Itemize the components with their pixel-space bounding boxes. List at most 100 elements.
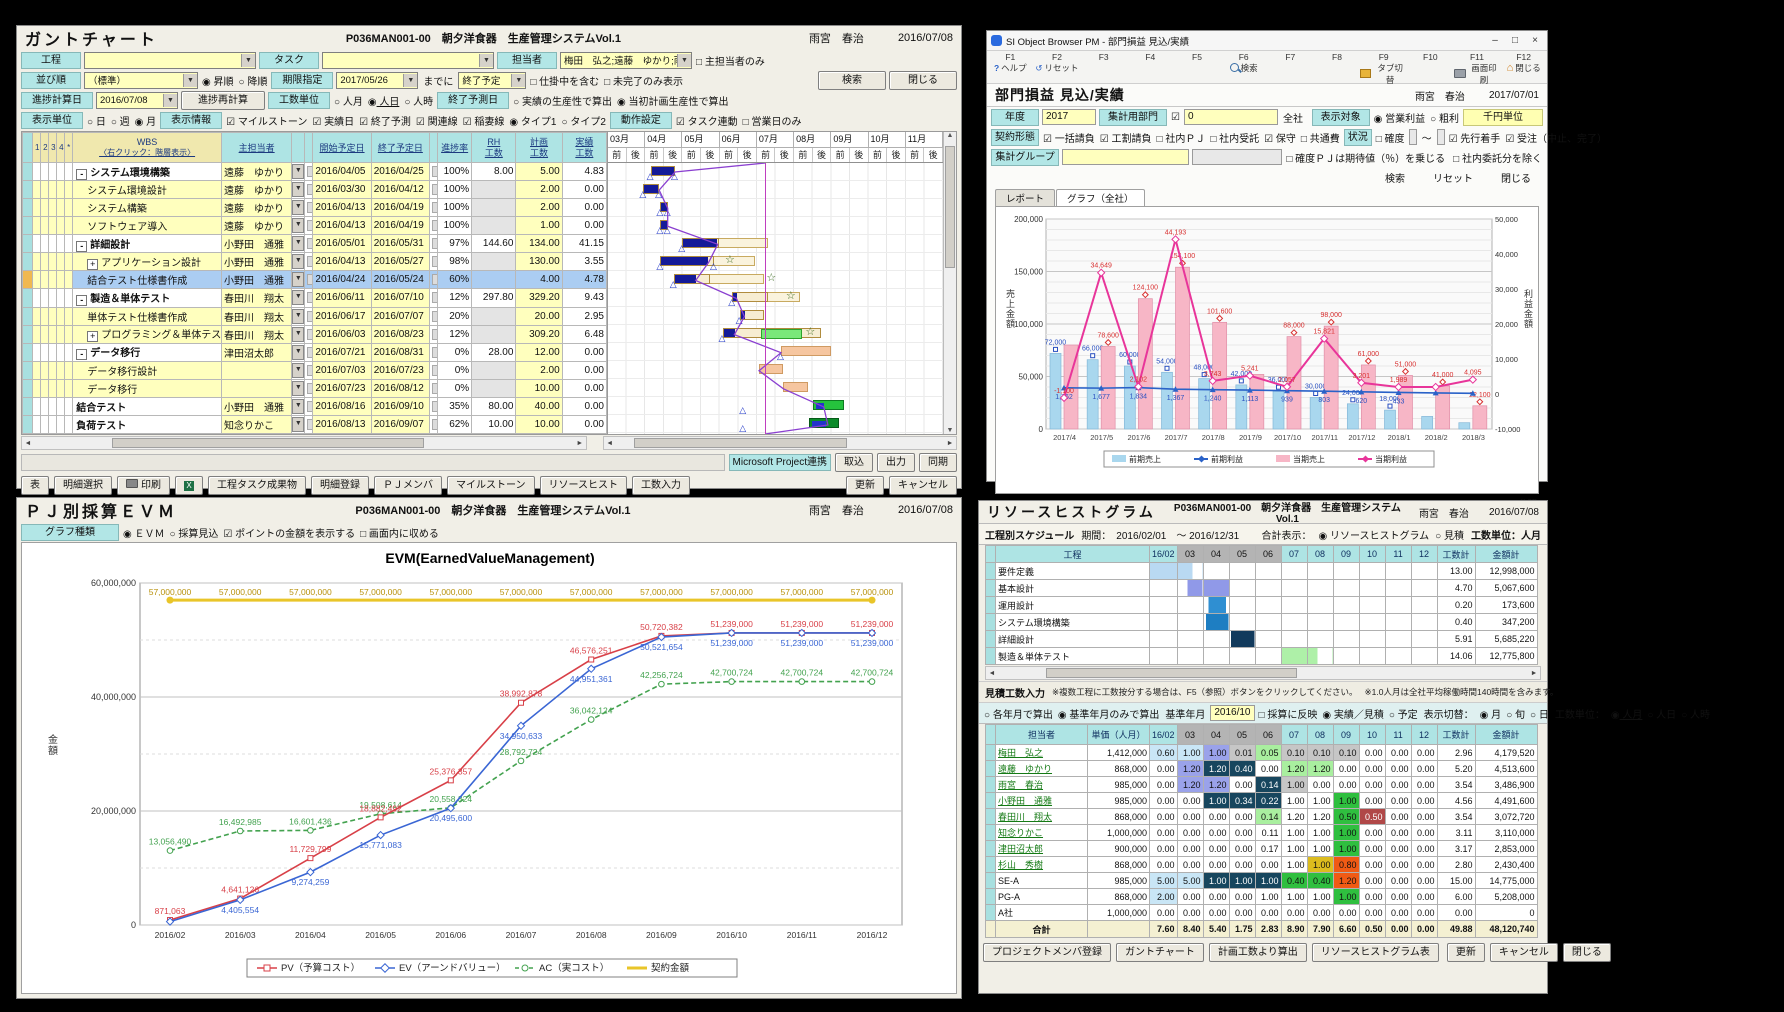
member-row[interactable]: 小野田 通雅 985,000 0.00 0.00 1.00 0.34 0.22 1.00 1.0… bbox=[985, 792, 1538, 809]
owner-dropdown[interactable]: ▼ bbox=[291, 198, 306, 218]
end-forecast-checkbox[interactable]: ☑ 終了予測 bbox=[359, 116, 411, 128]
process-combo[interactable]: ▼ bbox=[84, 51, 256, 69]
excel-icon-button[interactable]: X bbox=[175, 476, 203, 495]
effort-cell[interactable]: 0.00 bbox=[1202, 904, 1230, 921]
fiscal-year-input[interactable]: 2017 bbox=[1042, 109, 1096, 125]
agg-group-name-input[interactable] bbox=[1191, 149, 1283, 165]
effort-cell[interactable]: 0.00 bbox=[1306, 904, 1334, 921]
expected-value-checkbox[interactable]: □ 確度ＰＪは期待値（％）を乗じる bbox=[1286, 153, 1446, 165]
gantt-task-row[interactable]: 結合テスト仕様書作成 小野田 通雅 ▼ 2016/04/24 2016/05/24 60%… bbox=[21, 270, 608, 290]
effort-cell[interactable]: 0.00 bbox=[1384, 744, 1412, 761]
effort-cell[interactable]: 0.14 bbox=[1254, 808, 1282, 825]
effort-cell[interactable]: 0.00 bbox=[1149, 760, 1178, 777]
expand-icon[interactable]: + bbox=[87, 258, 99, 270]
task-link-checkbox[interactable]: ☑ タスク連動 bbox=[675, 116, 738, 128]
effort-cell[interactable]: 1.20 bbox=[1176, 760, 1204, 777]
effort-cell[interactable]: 1.00 bbox=[1332, 824, 1360, 841]
effort-cell[interactable]: 0.00 bbox=[1410, 856, 1438, 873]
effort-cell[interactable]: 1.00 bbox=[1176, 744, 1204, 761]
resource-プロジェクトメンバ登録-button[interactable]: プロジェクトメンバ登録 bbox=[983, 943, 1111, 962]
dept-code-input[interactable]: 0 bbox=[1183, 109, 1278, 125]
effort-cell[interactable]: 0.00 bbox=[1228, 776, 1256, 793]
task-bar[interactable] bbox=[759, 364, 784, 374]
member-row[interactable]: 春田川 翔太 868,000 0.00 0.00 0.00 0.00 0.14 1.20 1.2… bbox=[985, 808, 1538, 825]
effort-cell[interactable]: 1.00 bbox=[1280, 776, 1308, 793]
effort-cell[interactable]: 0.14 bbox=[1254, 776, 1282, 793]
effort-cell[interactable]: 5.00 bbox=[1176, 872, 1204, 889]
total-histogram-radio[interactable]: ◉ リソースヒストグラム bbox=[1318, 530, 1430, 542]
gantt-ＰＪメンバ-button[interactable]: ＰＪメンバ bbox=[374, 476, 442, 495]
effort-cell[interactable]: 0.00 bbox=[1176, 888, 1204, 905]
progress-calc-date-combo[interactable]: 2016/07/08 ▼ bbox=[96, 91, 178, 109]
gantt-task-row[interactable]: システム環境設計 遠藤 ゆかり ▼ 2016/03/30 2016/04/12 100% 2… bbox=[21, 180, 608, 200]
internal-trust-checkbox[interactable]: □ 社内受託 bbox=[1210, 133, 1260, 145]
effort-cell[interactable]: 1.00 bbox=[1202, 872, 1230, 889]
effort-cell[interactable]: 0.50 bbox=[1358, 808, 1386, 825]
gantt-task-row[interactable]: - 製造＆単体テスト 春田川 翔太 ▼ 2016/06/11 2016/07/10 12% 2… bbox=[21, 288, 608, 308]
close-button[interactable]: 閉じる bbox=[889, 70, 957, 90]
owner-dropdown[interactable]: ▼ bbox=[291, 378, 306, 398]
msproject-同期-button[interactable]: 同期 bbox=[919, 453, 957, 472]
gantt-task-row[interactable]: データ移行 ▼ 2016/07/23 2016/08/12 0% 10.00 0.00 bbox=[21, 378, 608, 398]
gross-profit-radio[interactable]: ○ 粗利 bbox=[1430, 113, 1459, 125]
resource-キャンセル-button[interactable]: キャンセル bbox=[1489, 943, 1558, 962]
gantt-task-row[interactable]: ソフトウェア導入 遠藤 ゆかり ▼ 2016/04/13 2016/04/19 100% 1… bbox=[21, 216, 608, 236]
tab-レポート[interactable]: レポート bbox=[995, 189, 1056, 206]
phase-row[interactable]: 詳細設計 5.91 5,685,220 bbox=[985, 630, 1538, 648]
prob-to-input[interactable] bbox=[1436, 129, 1445, 145]
close-window-button[interactable]: × bbox=[1532, 35, 1538, 46]
minimize-button[interactable]: – bbox=[1492, 35, 1498, 46]
effort-cell[interactable]: 1.00 bbox=[1280, 792, 1308, 809]
effort-cell[interactable]: 0.00 bbox=[1228, 904, 1256, 921]
gantt-キャンセル-button[interactable]: キャンセル bbox=[889, 476, 957, 495]
evm-radio[interactable]: ◉ ＥＶＭ bbox=[123, 528, 165, 540]
expand-icon[interactable]: - bbox=[76, 240, 88, 252]
effort-cell[interactable]: 0.00 bbox=[1384, 808, 1412, 825]
advance-start-checkbox[interactable]: ☑ 先行着手 bbox=[1448, 133, 1501, 145]
unit-person-month-radio[interactable]: ○ 人月 bbox=[334, 96, 363, 108]
phase-row[interactable]: 要件定義 13.00 12,998,000 bbox=[985, 562, 1538, 580]
disp-jun-radio[interactable]: ○ 旬 bbox=[1506, 709, 1526, 721]
fkey-f9[interactable]: F9 タブ切替 bbox=[1360, 51, 1407, 86]
effort-cell[interactable]: 0.00 bbox=[1228, 840, 1256, 857]
member-row[interactable]: 梅田 弘之 1,412,000 0.60 1.00 1.00 0.01 0.05 0.10 0.… bbox=[985, 744, 1538, 761]
disp-day-radio[interactable]: ○ 日 bbox=[1530, 709, 1549, 721]
effort-cell[interactable]: 0.00 bbox=[1410, 888, 1438, 905]
resource-ガントチャート-button[interactable]: ガントチャート bbox=[1116, 943, 1204, 962]
member-name[interactable]: 津田沼太郎 bbox=[995, 840, 1088, 857]
effort-cell[interactable]: 0.00 bbox=[1254, 856, 1282, 873]
h-scrollbar-chart[interactable]: ◄ ► bbox=[602, 436, 957, 450]
effort-cell[interactable]: 0.00 bbox=[1149, 904, 1178, 921]
maximize-button[interactable]: □ bbox=[1511, 35, 1519, 46]
v-scrollbar[interactable]: ▲ ▼ bbox=[943, 132, 956, 434]
effort-cell[interactable]: 1.20 bbox=[1176, 776, 1204, 793]
actual-date-checkbox[interactable]: ☑ 実績日 bbox=[312, 116, 355, 128]
effort-cell[interactable]: 1.00 bbox=[1306, 840, 1334, 857]
task-bar[interactable] bbox=[812, 400, 845, 410]
effort-cell[interactable]: 0.00 bbox=[1410, 760, 1438, 777]
owner-dropdown[interactable]: ▼ bbox=[291, 360, 306, 380]
effort-cell[interactable]: 0.01 bbox=[1228, 744, 1256, 761]
task-bar[interactable] bbox=[673, 274, 711, 284]
effort-cell[interactable]: 0.10 bbox=[1306, 744, 1334, 761]
owner-dropdown[interactable]: ▼ bbox=[291, 270, 306, 290]
effort-cell[interactable]: 0.00 bbox=[1410, 840, 1438, 857]
effort-cell[interactable]: 0.00 bbox=[1410, 808, 1438, 825]
member-name[interactable]: 杉山 秀樹 bbox=[995, 856, 1088, 873]
effort-cell[interactable]: 1.00 bbox=[1306, 792, 1334, 809]
common-cost-checkbox[interactable]: □ 共通費 bbox=[1300, 133, 1340, 145]
effort-cell[interactable]: 0.00 bbox=[1228, 808, 1256, 825]
dept-リセット-button[interactable]: リセット bbox=[1433, 173, 1473, 185]
msproject-取込-button[interactable]: 取込 bbox=[835, 453, 873, 472]
effort-cell[interactable]: 0.00 bbox=[1306, 776, 1334, 793]
member-row[interactable]: 雨宮 春治 985,000 0.00 1.20 1.20 0.00 0.14 1.00 0.00… bbox=[985, 776, 1538, 793]
effort-cell[interactable]: 0.00 bbox=[1358, 824, 1386, 841]
effort-cell[interactable]: 0.10 bbox=[1332, 744, 1360, 761]
gantt-task-row[interactable]: - データ移行 津田沼太郎 ▼ 2016/07/21 2016/08/31 0% 28.00 1… bbox=[21, 342, 608, 362]
task-combo[interactable]: ▼ bbox=[322, 51, 494, 69]
member-name[interactable]: 梅田 弘之 bbox=[995, 744, 1088, 761]
effort-cell[interactable]: 0.00 bbox=[1228, 888, 1256, 905]
owner-dropdown[interactable]: ▼ bbox=[291, 180, 306, 200]
effort-cell[interactable]: 0.00 bbox=[1149, 840, 1178, 857]
effort-cell[interactable]: 0.00 bbox=[1384, 888, 1412, 905]
